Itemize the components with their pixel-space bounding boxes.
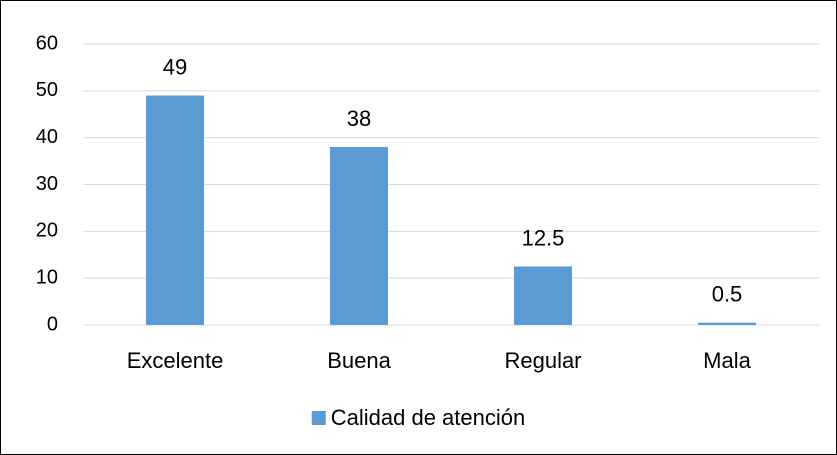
y-tick-label: 30 xyxy=(36,173,58,195)
y-tick-label: 10 xyxy=(36,266,58,288)
bar xyxy=(146,95,204,326)
y-tick-label: 60 xyxy=(36,32,58,54)
bar xyxy=(698,322,756,325)
y-tick-label: 0 xyxy=(47,313,58,335)
data-label: 0.5 xyxy=(712,281,743,306)
data-label: 38 xyxy=(347,106,371,131)
y-tick-label: 50 xyxy=(36,79,58,101)
y-tick-label: 40 xyxy=(36,126,58,148)
bar xyxy=(330,147,388,325)
x-tick-label: Buena xyxy=(327,348,391,373)
legend-swatch xyxy=(311,411,326,425)
x-tick-label: Regular xyxy=(504,348,581,373)
x-tick-label: Mala xyxy=(703,348,751,373)
x-tick-label: Excelente xyxy=(127,348,224,373)
data-label: 49 xyxy=(163,54,187,79)
legend: Calidad de atención xyxy=(311,405,525,430)
bar xyxy=(514,266,572,325)
legend-label: Calidad de atención xyxy=(331,405,525,430)
data-label: 12.5 xyxy=(522,225,565,250)
y-tick-label: 20 xyxy=(36,220,58,242)
